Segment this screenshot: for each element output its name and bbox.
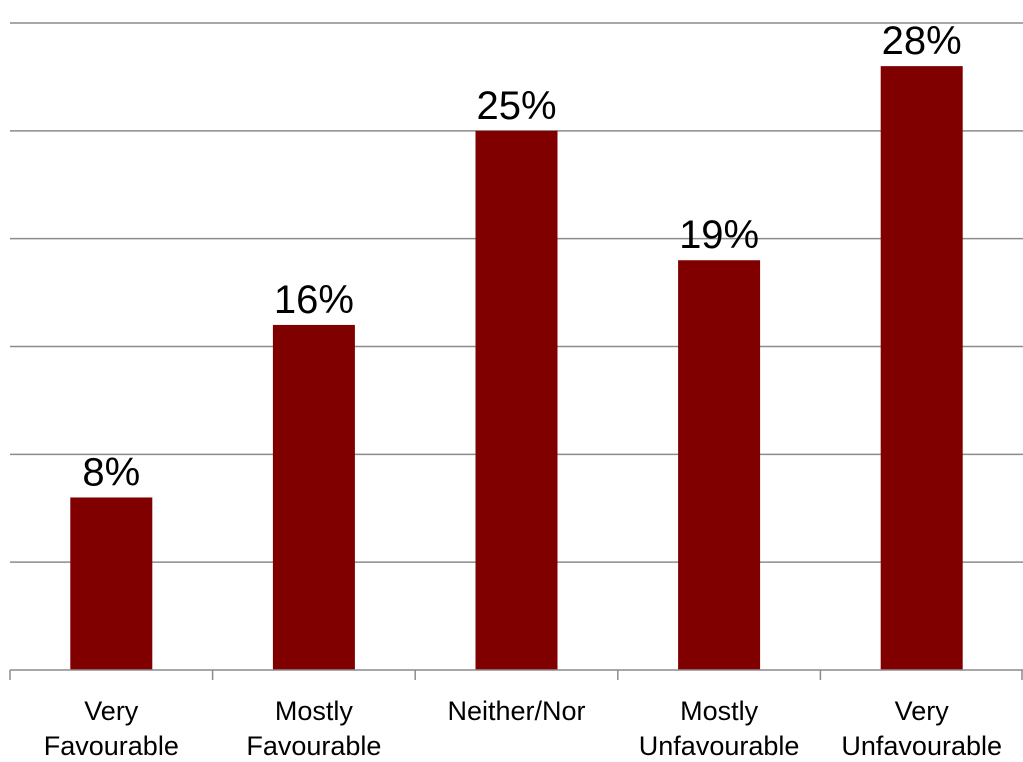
category-labels: Very Favourable Mostly Favourable Neither/No… <box>44 696 1002 761</box>
bar <box>475 130 558 671</box>
data-labels: 8% 16% 25% 19% 28% <box>82 19 961 494</box>
category-label: Mostly <box>275 696 354 726</box>
category-label: Favourable <box>246 731 381 761</box>
bar <box>880 66 963 671</box>
category-label: Very <box>84 696 139 726</box>
bar <box>70 497 153 670</box>
x-axis <box>9 669 1023 680</box>
data-label: 16% <box>274 278 354 322</box>
category-label: Very <box>895 696 950 726</box>
data-label: 19% <box>679 213 759 257</box>
bar <box>678 260 761 670</box>
category-label: Neither/Nor <box>447 696 585 726</box>
bar <box>272 324 355 670</box>
data-label: 8% <box>82 450 140 494</box>
category-label: Mostly <box>680 696 759 726</box>
category-label: Unfavourable <box>639 731 800 761</box>
data-label: 28% <box>882 19 962 63</box>
bars <box>70 66 963 671</box>
category-label: Favourable <box>44 731 179 761</box>
category-label: Unfavourable <box>841 731 1002 761</box>
data-label: 25% <box>476 84 556 128</box>
